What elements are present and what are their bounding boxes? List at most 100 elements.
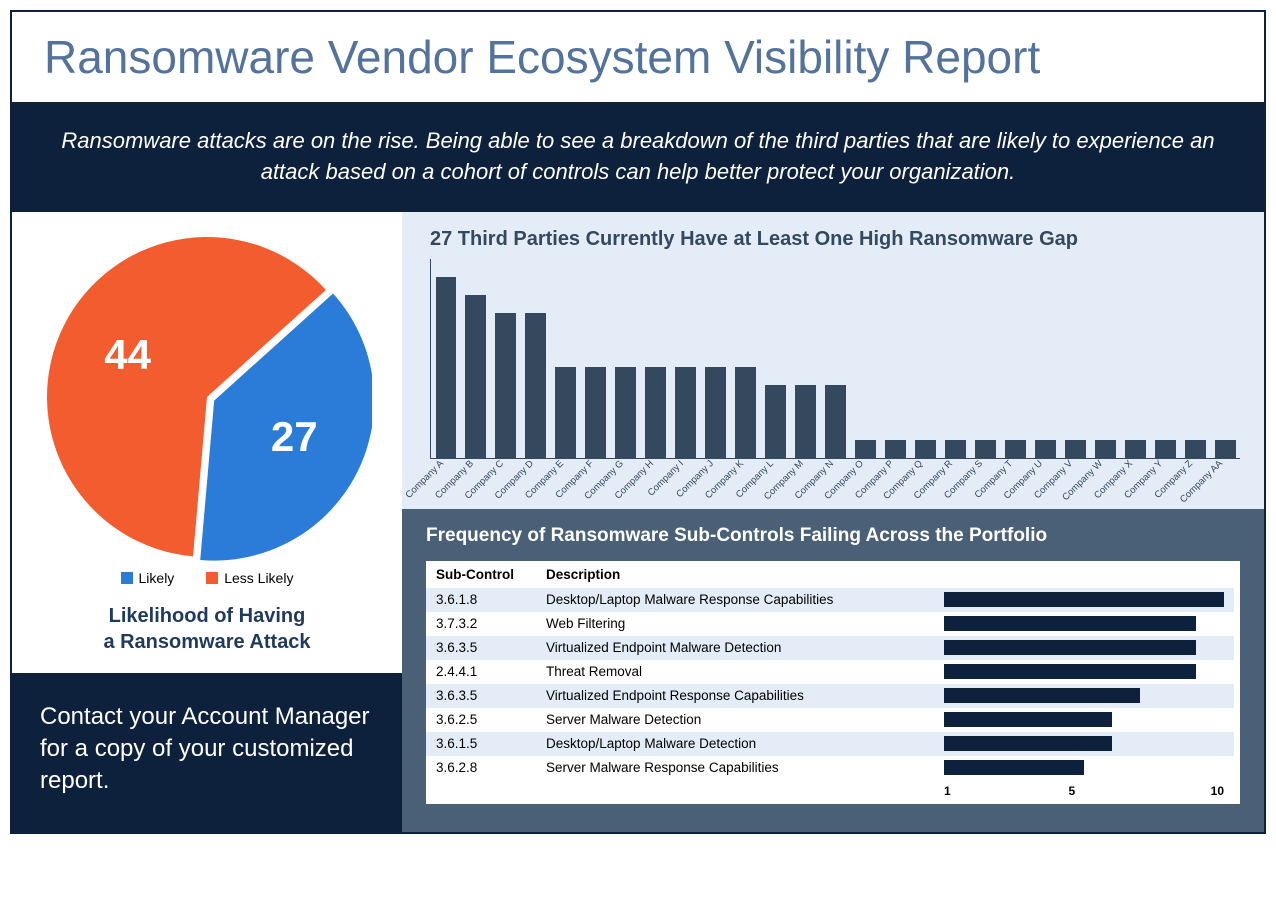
cell-description: Desktop/Laptop Malware Response Capabili… [536, 588, 934, 612]
bar [675, 367, 696, 457]
pie-legend: Likely Less Likely [26, 570, 388, 587]
title-panel: Ransomware Vendor Ecosystem Visibility R… [12, 12, 1264, 102]
table-row: 3.6.2.8Server Malware Response Capabilit… [426, 756, 1234, 780]
cell-subcontrol: 3.6.2.8 [426, 756, 536, 780]
bar-col: Company H [641, 259, 671, 458]
cell-bar [934, 756, 1234, 780]
bar-col: Company R [940, 259, 970, 458]
bar [555, 367, 576, 457]
bar-col: Company N [821, 259, 851, 458]
subtitle-panel: Ransomware attacks are on the rise. Bein… [12, 102, 1264, 212]
table-panel: Frequency of Ransomware Sub-Controls Fai… [402, 509, 1264, 832]
pie-caption: Likelihood of Having a Ransomware Attack [26, 603, 388, 655]
bar-chart: Company ACompany BCompany CCompany D Comp… [430, 259, 1240, 459]
cell-description: Server Malware Response Capabilities [536, 756, 934, 780]
legend-label-likely: Likely [139, 570, 175, 586]
bar [1155, 440, 1176, 458]
cell-subcontrol: 3.7.3.2 [426, 612, 536, 636]
bar [585, 367, 606, 457]
bar [1185, 440, 1206, 458]
bar-col: Company Q [911, 259, 941, 458]
table-axis-row: 1510 [426, 780, 1234, 805]
bar [795, 385, 816, 457]
bar-col: Company F [581, 259, 611, 458]
cta-text: Contact your Account Manager for a copy … [40, 703, 370, 795]
pie-value-likely: 27 [271, 413, 318, 461]
bar-col: Company S [970, 259, 1000, 458]
subcontrol-table: Sub-Control Description 3.6.1.8Desktop/L… [426, 561, 1234, 805]
cell-description: Virtualized Endpoint Response Capabiliti… [536, 684, 934, 708]
bar-col: Company P [881, 259, 911, 458]
bar [915, 440, 936, 458]
bar [945, 440, 966, 458]
cell-description: Threat Removal [536, 660, 934, 684]
bar [495, 313, 516, 458]
bar [436, 277, 457, 458]
cell-description: Server Malware Detection [536, 708, 934, 732]
cell-bar [934, 588, 1234, 612]
cta-panel: Contact your Account Manager for a copy … [12, 673, 402, 832]
bar [885, 440, 906, 458]
cell-description: Virtualized Endpoint Malware Detection [536, 636, 934, 660]
report-container: Ransomware Vendor Ecosystem Visibility R… [10, 10, 1266, 834]
pie-chart: 27 44 [42, 232, 372, 562]
table-row: 3.6.2.5Server Malware Detection [426, 708, 1234, 732]
cell-bar [934, 708, 1234, 732]
pie-value-less-likely: 44 [104, 331, 151, 379]
bar [1125, 440, 1146, 458]
bar [735, 367, 756, 457]
bar-col: Company Z [1180, 259, 1210, 458]
bar [465, 295, 486, 458]
page-subtitle: Ransomware attacks are on the rise. Bein… [52, 126, 1224, 188]
cell-description: Desktop/Laptop Malware Detection [536, 732, 934, 756]
cell-bar [934, 612, 1234, 636]
cell-bar [934, 636, 1234, 660]
right-column: 27 Third Parties Currently Have at Least… [402, 212, 1264, 832]
main-content: 27 44 Likely Less Likely Likelihood of H… [12, 212, 1264, 832]
bar-col: Company G [611, 259, 641, 458]
bar [975, 440, 996, 458]
table-row: 2.4.4.1Threat Removal [426, 660, 1234, 684]
table-row: 3.6.3.5Virtualized Endpoint Response Cap… [426, 684, 1234, 708]
table-row: 3.6.1.8Desktop/Laptop Malware Response C… [426, 588, 1234, 612]
cell-description: Web Filtering [536, 612, 934, 636]
bar-col: Company B [461, 259, 491, 458]
bar-col: Company Y [1150, 259, 1180, 458]
bar [855, 440, 876, 458]
page-title: Ransomware Vendor Ecosystem Visibility R… [44, 30, 1232, 84]
table-row: 3.6.3.5Virtualized Endpoint Malware Dete… [426, 636, 1234, 660]
bar-col: Company W [1090, 259, 1120, 458]
cell-subcontrol: 3.6.2.5 [426, 708, 536, 732]
table-col-description: Description [536, 561, 934, 588]
bar-col: Company T [1000, 259, 1030, 458]
bar [1095, 440, 1116, 458]
bar-col: Company A [431, 259, 461, 458]
cell-bar [934, 660, 1234, 684]
legend-label-less-likely: Less Likely [224, 570, 293, 586]
bar [765, 385, 786, 457]
bar-col: Company J [701, 259, 731, 458]
bar-col: Company I [671, 259, 701, 458]
table-row: 3.6.1.5Desktop/Laptop Malware Detection [426, 732, 1234, 756]
bar-col: Company V [1060, 259, 1090, 458]
legend-less-likely: Less Likely [206, 570, 293, 586]
bar-col: Company L [761, 259, 791, 458]
bar-col: Company M [791, 259, 821, 458]
cell-subcontrol: 3.6.1.8 [426, 588, 536, 612]
table-row: 3.7.3.2Web Filtering [426, 612, 1234, 636]
left-column: 27 44 Likely Less Likely Likelihood of H… [12, 212, 402, 832]
bar-col: Company C [491, 259, 521, 458]
bar [1215, 440, 1236, 458]
pie-panel: 27 44 Likely Less Likely Likelihood of H… [12, 212, 402, 673]
bar-col: Company D [521, 259, 551, 458]
pie-caption-line1: Likelihood of Having [109, 605, 306, 627]
bar [1065, 440, 1086, 458]
bar [1005, 440, 1026, 458]
bar [525, 313, 546, 458]
bar-col: Company AA [1210, 259, 1240, 458]
legend-likely: Likely [121, 570, 175, 586]
pie-caption-line2: a Ransomware Attack [103, 631, 310, 653]
bar [645, 367, 666, 457]
table-wrap: Sub-Control Description 3.6.1.8Desktop/L… [426, 561, 1240, 805]
bar [705, 367, 726, 457]
